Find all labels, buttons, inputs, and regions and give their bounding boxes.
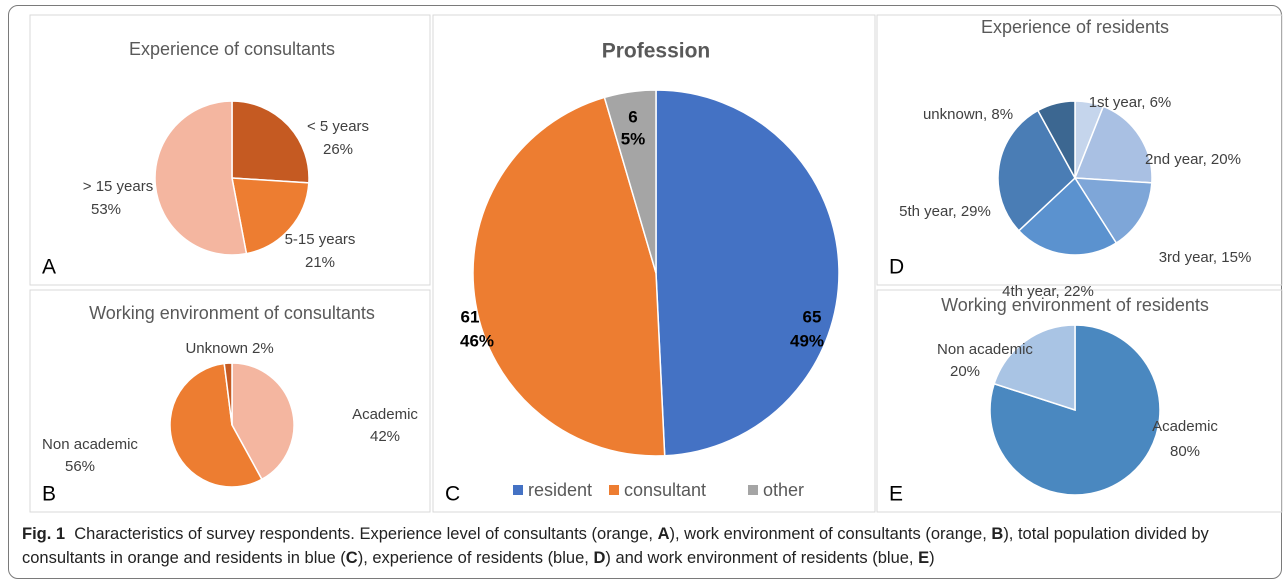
caption-text: C <box>345 549 358 567</box>
pie-slice <box>1017 176 1118 256</box>
data-label: 65 <box>803 307 822 326</box>
data-label: Non academic <box>42 436 138 453</box>
pie-slice <box>997 109 1076 232</box>
data-label: 26% <box>323 141 353 158</box>
pie-slice <box>655 89 840 457</box>
pie-slice <box>1073 177 1153 245</box>
panel-box <box>29 289 431 513</box>
pie-slice <box>223 362 233 426</box>
panel-letter: A <box>42 256 56 279</box>
pie-slice <box>231 362 295 481</box>
data-label: 1st year, 6% <box>1089 94 1172 111</box>
data-label: > 15 years <box>83 178 153 195</box>
caption-text: E <box>918 549 930 567</box>
pie-slice <box>1036 100 1076 179</box>
data-label: 20% <box>950 363 980 380</box>
caption-label: Fig. 1 <box>22 525 66 543</box>
data-label: unknown, 8% <box>923 106 1013 123</box>
data-label: 4th year, 22% <box>1002 283 1094 300</box>
legend-label: consultant <box>624 480 706 500</box>
pie-slice <box>603 89 657 274</box>
data-label: Non academic <box>937 341 1033 358</box>
panel-box <box>432 14 876 513</box>
panel-letter: C <box>445 483 460 506</box>
caption-text: Characteristics of survey respondents. E… <box>74 525 658 543</box>
data-label: 5th year, 29% <box>899 203 991 220</box>
data-label: 56% <box>65 458 95 475</box>
data-label: Academic <box>1152 418 1218 435</box>
chart-title: Working environment of residents <box>941 295 1209 315</box>
legend-swatch <box>609 485 619 495</box>
data-label: Unknown <box>185 340 248 357</box>
panel-letter: E <box>889 483 903 506</box>
caption-text: ), total population divided by consultan… <box>22 525 1209 567</box>
figure: Experience of consultants A < 5 years 26% 5-… <box>29 14 1283 513</box>
pie-slice <box>993 324 1076 412</box>
panel-letter: D <box>889 256 904 279</box>
caption-text: ), experience of residents (blue, <box>357 549 594 567</box>
data-label: 5-15 years <box>285 231 356 248</box>
data-label: 2% <box>252 340 274 357</box>
panel-box <box>876 14 1283 286</box>
data-label: 3rd year, 15% <box>1159 249 1252 266</box>
data-label: 6 <box>628 107 637 126</box>
caption-text: D <box>593 549 606 567</box>
panel-letter: B <box>42 483 56 506</box>
data-label: 2nd year, 20% <box>1145 151 1241 168</box>
legend-label: resident <box>528 480 592 500</box>
chart-title: Experience of residents <box>981 17 1169 37</box>
legend-label: other <box>763 480 804 500</box>
pie-slice <box>472 96 666 457</box>
data-label: Academic <box>352 406 418 423</box>
pie-slice <box>1073 105 1153 184</box>
caption-text: ), work environment of consultants (oran… <box>669 525 992 543</box>
data-label: 46% <box>460 331 494 350</box>
data-label: 42% <box>370 428 400 445</box>
caption-text: B <box>991 525 1004 543</box>
legend-swatch <box>513 485 523 495</box>
panel-box <box>29 14 431 286</box>
data-label: 5% <box>621 129 646 148</box>
chart-title: Working environment of consultants <box>89 303 375 323</box>
data-label: 53% <box>91 201 121 218</box>
panel-box <box>876 289 1283 513</box>
pie-slice <box>231 177 310 255</box>
legend-swatch <box>748 485 758 495</box>
chart-title: Profession <box>602 40 711 63</box>
caption-text: ) <box>929 549 935 567</box>
data-label: 61 <box>461 307 480 326</box>
data-label: < 5 years <box>307 118 369 135</box>
pie-slice <box>169 362 263 488</box>
data-label: 21% <box>305 254 335 271</box>
pie-slice <box>231 100 310 184</box>
caption: Fig. 1 Characteristics of survey respond… <box>22 522 1272 570</box>
caption-text: A <box>657 525 670 543</box>
data-label: 80% <box>1170 443 1200 460</box>
data-label: 49% <box>790 331 824 350</box>
caption-text: ) and work environment of residents (blu… <box>605 549 919 567</box>
pie-slice <box>154 100 248 256</box>
chart-title: Experience of consultants <box>129 39 335 59</box>
